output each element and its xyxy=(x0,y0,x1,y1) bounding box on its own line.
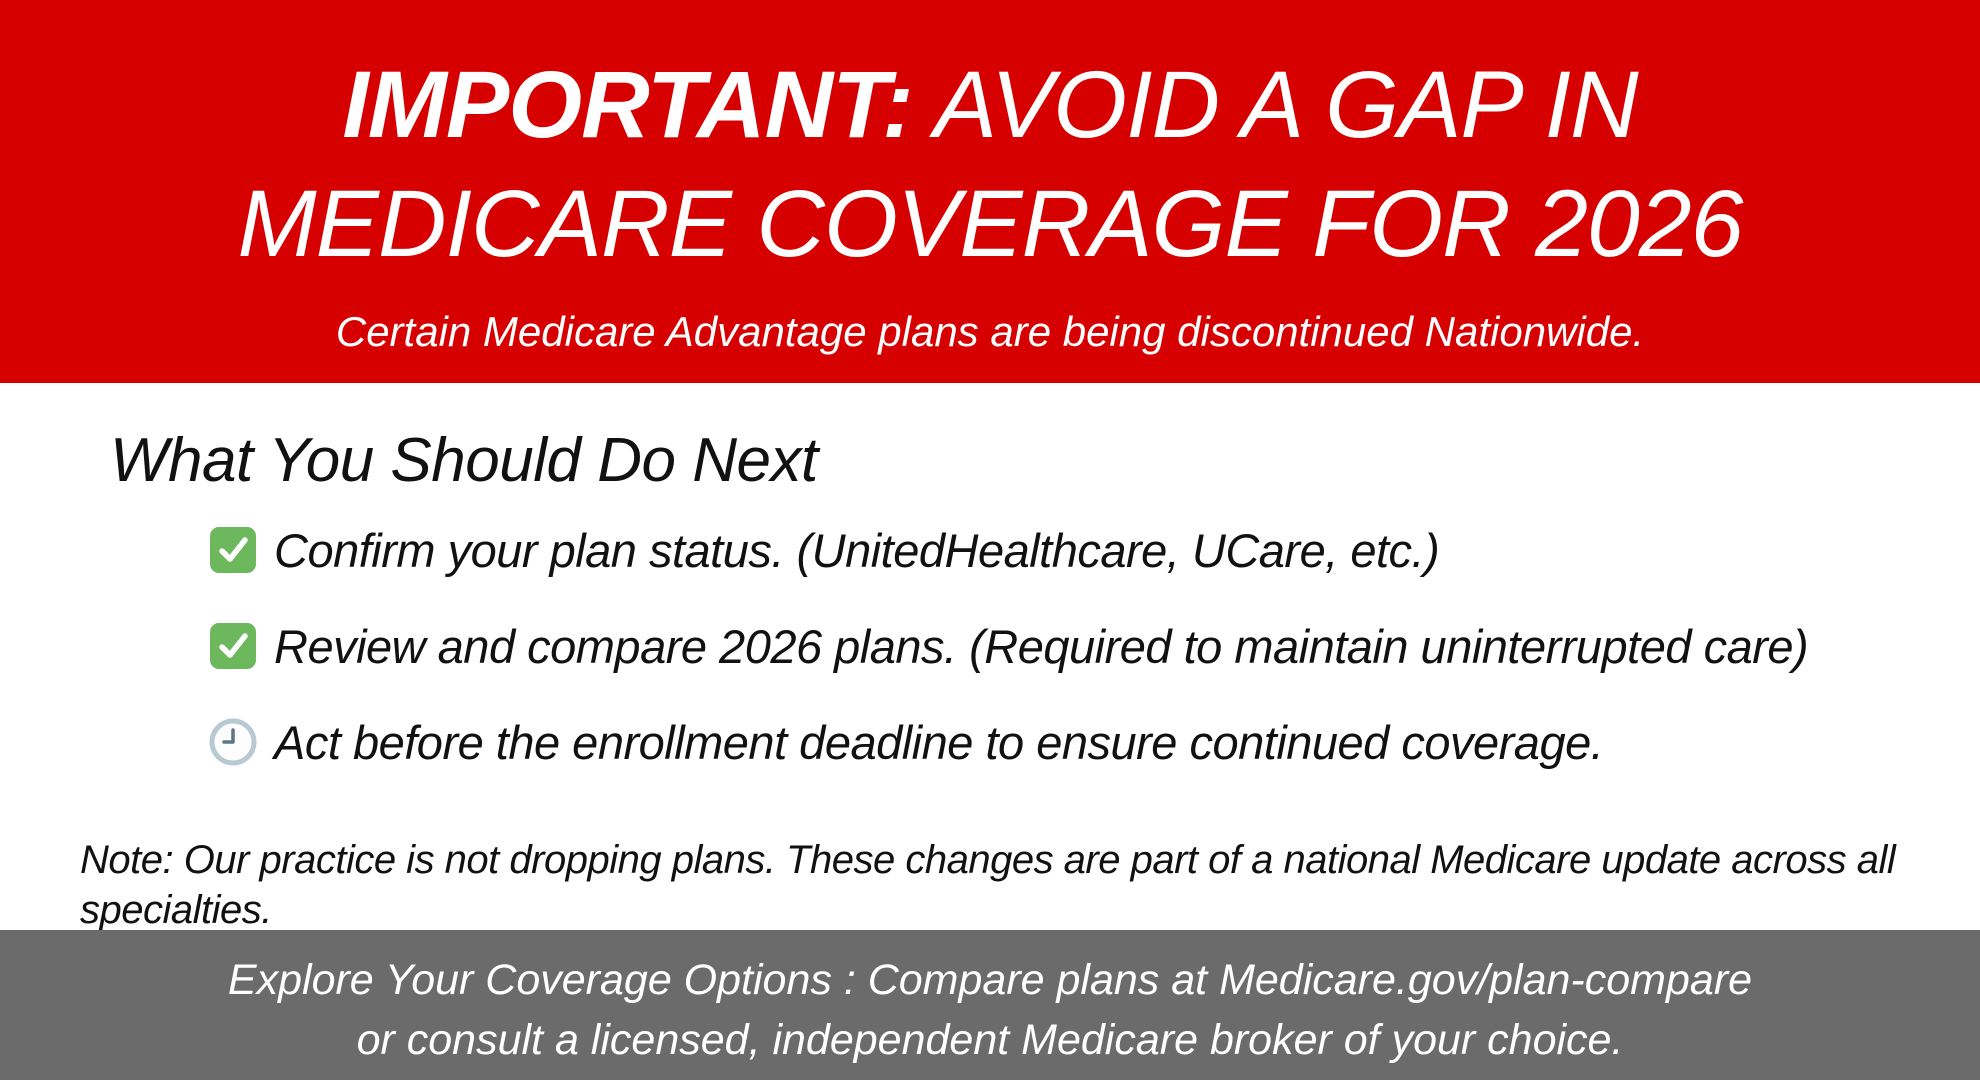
alert-header: IMPORTANT: AVOID A GAP IN MEDICARE COVERA… xyxy=(0,0,1980,383)
footer-line-2: or consult a licensed, independent Medic… xyxy=(356,1016,1624,1064)
practice-note: Note: Our practice is not dropping plans… xyxy=(80,838,1896,932)
title-line-1-rest: AVOID A GAP IN xyxy=(933,52,1639,158)
list-item: Review and compare 2026 plans. (Required… xyxy=(208,617,1980,675)
header-subtitle: Certain Medicare Advantage plans are bei… xyxy=(335,308,1645,355)
footer-line-1: Explore Your Coverage Options : Compare … xyxy=(227,956,1753,1004)
clock-icon xyxy=(208,717,258,767)
body-section: What You Should Do Next Confirm your pla… xyxy=(0,383,1980,935)
title-emphasis: IMPORTANT: xyxy=(342,52,913,158)
title-line-2: MEDICARE COVERAGE FOR 2026 xyxy=(237,171,1744,277)
check-icon xyxy=(208,621,258,671)
list-item: Act before the enrollment deadline to en… xyxy=(208,713,1980,771)
options-footer: Explore Your Coverage Options : Compare … xyxy=(0,930,1980,1080)
check-icon xyxy=(208,525,258,575)
section-heading: What You Should Do Next xyxy=(110,426,818,495)
list-item-text: Confirm your plan status. (UnitedHealthc… xyxy=(274,523,1440,577)
page-title: IMPORTANT: AVOID A GAP IN MEDICARE COVERA… xyxy=(0,0,1980,284)
title-line-1: IMPORTANT: AVOID A GAP IN xyxy=(0,46,1980,165)
list-item-text: Review and compare 2026 plans. (Required… xyxy=(274,619,1809,673)
list-item-text: Act before the enrollment deadline to en… xyxy=(274,715,1604,769)
list-item: Confirm your plan status. (UnitedHealthc… xyxy=(208,521,1980,579)
action-checklist: Confirm your plan status. (UnitedHealthc… xyxy=(0,521,1980,771)
